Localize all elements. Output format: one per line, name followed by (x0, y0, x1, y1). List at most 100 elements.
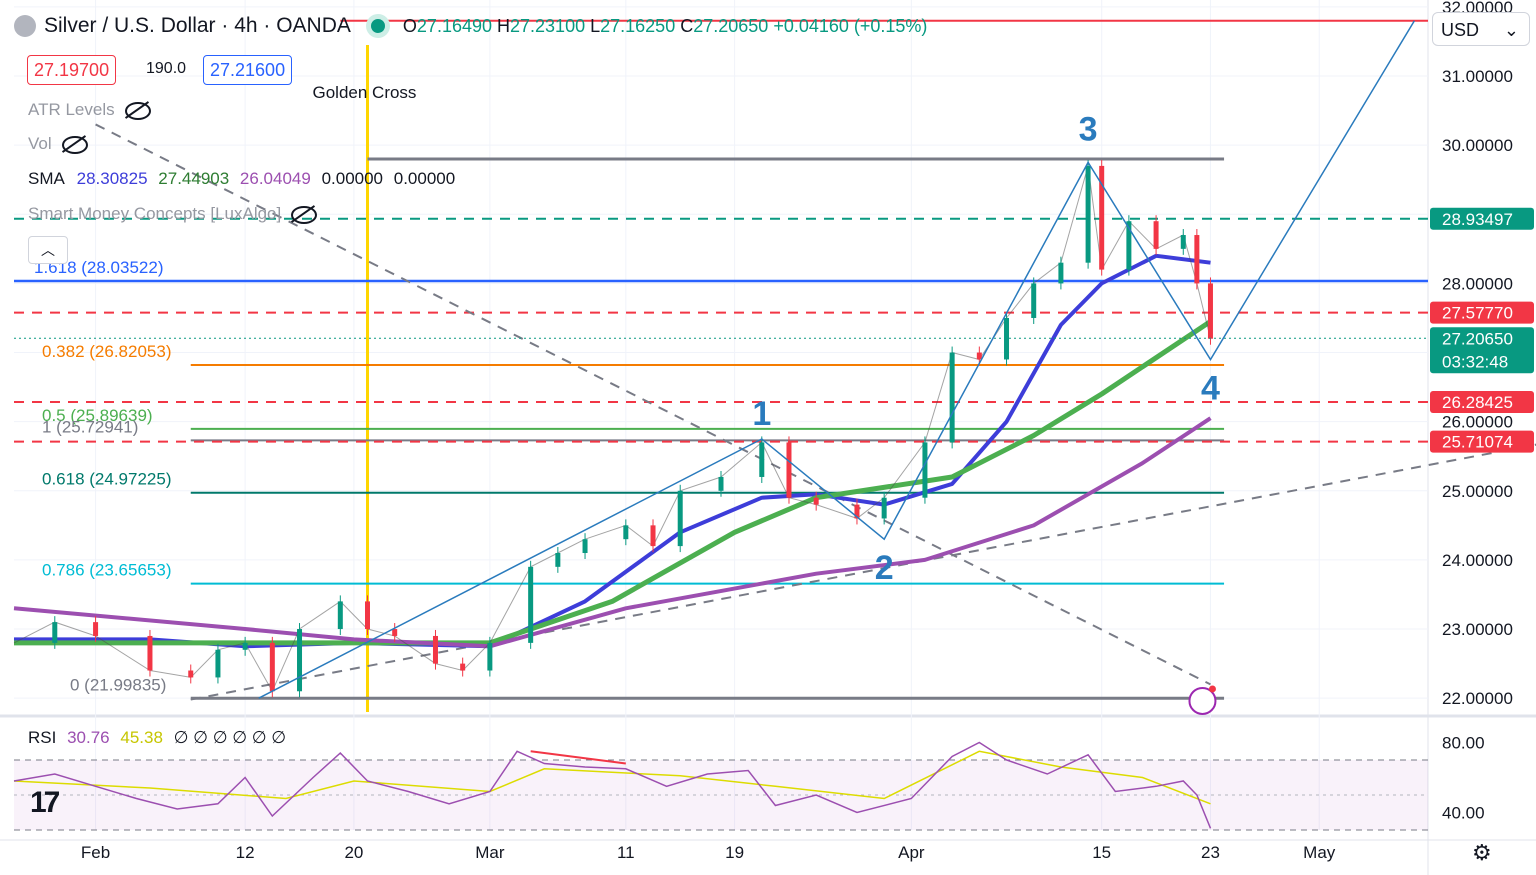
candle-body[interactable] (432, 635, 438, 664)
price-tag-text-level-27: 27.57770 (1442, 304, 1513, 323)
candle-body[interactable] (555, 553, 561, 567)
candle-body[interactable] (528, 566, 534, 643)
candle-body[interactable] (949, 352, 955, 443)
hidden-eye-icon[interactable] (291, 205, 318, 224)
candle-body[interactable] (147, 635, 153, 671)
candle-body[interactable] (786, 442, 792, 498)
alert-icon[interactable] (1188, 686, 1217, 715)
candle-body[interactable] (718, 476, 724, 491)
price-tag-last-price[interactable] (1430, 327, 1534, 374)
candle-body[interactable] (365, 601, 370, 630)
price-tag-text-level-25: 25.71074 (1442, 433, 1513, 452)
candle-body[interactable] (269, 642, 275, 692)
level-label-0.786: 0.786 (23.65653) (42, 561, 172, 580)
candle-body[interactable] (623, 525, 629, 540)
x-tick-label: May (1303, 843, 1336, 862)
hidden-eye-icon[interactable] (61, 135, 88, 154)
close-label: C (680, 15, 694, 36)
candle-body[interactable] (1085, 165, 1091, 263)
candle-body[interactable] (759, 442, 765, 477)
candle-body[interactable] (93, 622, 99, 636)
candle-body[interactable] (52, 622, 58, 643)
low-value: 27.16250 (600, 15, 676, 36)
candle-body[interactable] (1153, 221, 1159, 249)
candle-body[interactable] (881, 497, 887, 519)
candle-body[interactable] (582, 539, 588, 554)
smc-indicator-row[interactable]: Smart Money Concepts [LuxAlgo] (28, 204, 318, 224)
rsi-ma-value: 45.38 (120, 728, 163, 747)
candle-body[interactable] (1207, 283, 1213, 339)
price-tag-level-25[interactable] (1430, 430, 1534, 453)
rsi-divergence-line[interactable] (530, 750, 626, 765)
candle-body[interactable] (1031, 283, 1037, 318)
hidden-eye-icon[interactable] (124, 101, 151, 120)
sma-value-4: 0.00000 (321, 169, 384, 188)
x-tick-label: 20 (344, 843, 363, 862)
spread-value: 190.0 (146, 60, 187, 77)
candle-body[interactable] (813, 497, 819, 505)
sma-line-1[interactable] (14, 253, 1211, 649)
symbol-icon (14, 15, 36, 37)
candle-body[interactable] (460, 663, 466, 671)
x-tick-label: Feb (81, 843, 110, 862)
change-value: +0.04160 (+0.15%) (773, 15, 928, 36)
candle-body[interactable] (922, 442, 928, 498)
falling-trendline[interactable] (95, 123, 1211, 686)
rsi-legend[interactable]: RSI 30.76 45.38 ∅ ∅ ∅ ∅ ∅ ∅ (28, 728, 286, 748)
high-value: 27.23100 (510, 15, 586, 36)
rising-trendline[interactable] (190, 442, 1536, 701)
candle-body[interactable] (1126, 221, 1132, 270)
sma-line-3[interactable] (13, 416, 1212, 649)
sma-value-3: 26.04049 (239, 169, 311, 188)
sma-indicator-row[interactable]: SMA 28.30825 27.44903 26.04049 0.00000 0… (28, 169, 455, 189)
candle-body[interactable] (188, 670, 194, 678)
candle-body[interactable] (215, 649, 221, 678)
x-tick-label: 23 (1201, 843, 1220, 862)
y-tick-label: 26.00000 (1442, 413, 1513, 432)
candle-body[interactable] (1180, 235, 1186, 249)
y-tick-label: 28.00000 (1442, 274, 1513, 293)
golden-cross-label: Golden Cross (313, 83, 417, 102)
candle-body[interactable] (1194, 235, 1200, 284)
vol-indicator-row[interactable]: Vol (28, 134, 88, 154)
candle-body[interactable] (487, 642, 493, 671)
candle-body[interactable] (1058, 262, 1064, 284)
candle-body[interactable] (677, 490, 683, 547)
currency-select[interactable]: USD ⌄ (1432, 12, 1530, 46)
sell-button[interactable]: 27.19700 (27, 55, 117, 85)
elliott-wave-path[interactable] (258, 20, 1416, 699)
close-value: 27.20650 (693, 15, 769, 36)
candle-body[interactable] (1099, 165, 1105, 270)
candle-body[interactable] (297, 629, 303, 692)
alert-dot-icon (1208, 685, 1216, 693)
candle-body[interactable] (242, 642, 248, 650)
collapse-legend-button[interactable]: ︿ (28, 236, 68, 264)
settings-gear-icon[interactable]: ⚙ (1472, 840, 1492, 865)
sma-label: SMA (28, 169, 64, 188)
price-tag-text-level-28: 28.93497 (1442, 210, 1513, 229)
high-label: H (497, 15, 511, 36)
candle-body[interactable] (392, 629, 398, 636)
rsi-label: RSI (28, 728, 57, 747)
candle-body[interactable] (650, 525, 656, 547)
buy-button[interactable]: 27.21600 (203, 55, 293, 85)
candle-body[interactable] (1004, 317, 1010, 360)
sma-value-2: 27.44903 (158, 169, 230, 188)
candle-body[interactable] (337, 601, 343, 630)
tradingview-logo[interactable]: 17 (30, 786, 60, 819)
symbol-title[interactable]: Silver / U.S. Dollar · 4h · OANDA (44, 14, 351, 37)
sma-value-5: 0.00000 (393, 169, 456, 188)
rsi-line[interactable] (13, 741, 1212, 829)
price-line (13, 165, 1211, 693)
price-tag-level-26[interactable] (1430, 391, 1534, 414)
atr-indicator-row[interactable]: ATR Levels (28, 100, 151, 120)
rsi-tick-label: 40.00 (1442, 804, 1485, 823)
price-tag-level-28[interactable] (1430, 207, 1534, 230)
wave-label-2: 2 (875, 549, 894, 587)
price-tag-text-level-26: 26.28425 (1442, 393, 1513, 412)
price-tag-level-27[interactable] (1430, 301, 1534, 324)
candle-body[interactable] (976, 352, 982, 360)
rsi-extra-values: ∅ ∅ ∅ ∅ ∅ ∅ (173, 728, 287, 747)
candle-body[interactable] (854, 504, 860, 519)
